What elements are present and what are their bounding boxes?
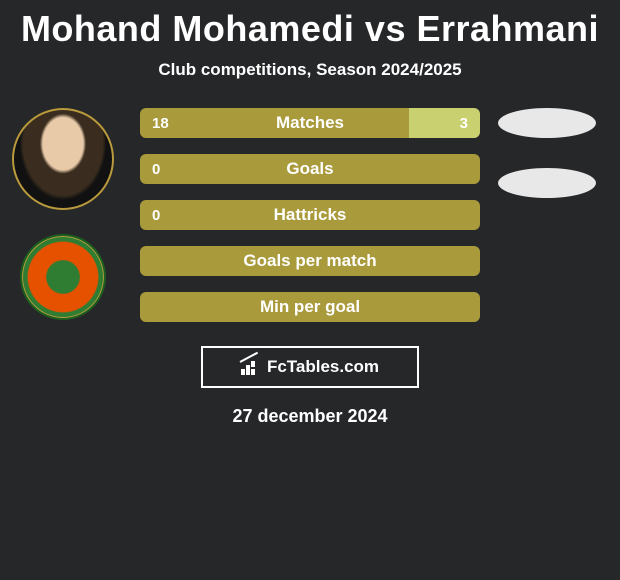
player-avatar bbox=[12, 108, 114, 210]
club-badge bbox=[20, 234, 106, 320]
right-avatar-column bbox=[492, 108, 602, 198]
stat-bar: Hattricks0 bbox=[140, 200, 480, 230]
snapshot-date: 27 december 2024 bbox=[0, 406, 620, 427]
bar-seg-full bbox=[140, 246, 480, 276]
page-title: Mohand Mohamedi vs Errahmani bbox=[0, 0, 620, 50]
bar-seg-full bbox=[140, 292, 480, 322]
bar-value-left: 0 bbox=[152, 161, 160, 178]
opponent-avatar-placeholder bbox=[498, 108, 596, 138]
stat-bar: Goals per match bbox=[140, 246, 480, 276]
stat-bars: Matches183Goals0Hattricks0Goals per matc… bbox=[140, 108, 480, 322]
chart-icon bbox=[241, 359, 261, 375]
left-avatar-column bbox=[8, 108, 118, 320]
bar-seg-full bbox=[140, 200, 480, 230]
bar-seg-left bbox=[140, 108, 409, 138]
bar-seg-full bbox=[140, 154, 480, 184]
brand-box: FcTables.com bbox=[201, 346, 419, 388]
comparison-panel: Matches183Goals0Hattricks0Goals per matc… bbox=[0, 108, 620, 322]
bar-value-right: 3 bbox=[460, 115, 468, 132]
stat-bar: Goals0 bbox=[140, 154, 480, 184]
opponent-club-placeholder bbox=[498, 168, 596, 198]
stat-bar: Matches183 bbox=[140, 108, 480, 138]
bar-value-left: 0 bbox=[152, 207, 160, 224]
brand-label: FcTables.com bbox=[267, 357, 379, 377]
page-subtitle: Club competitions, Season 2024/2025 bbox=[0, 60, 620, 80]
bar-seg-right bbox=[409, 108, 480, 138]
bar-value-left: 18 bbox=[152, 115, 169, 132]
stat-bar: Min per goal bbox=[140, 292, 480, 322]
